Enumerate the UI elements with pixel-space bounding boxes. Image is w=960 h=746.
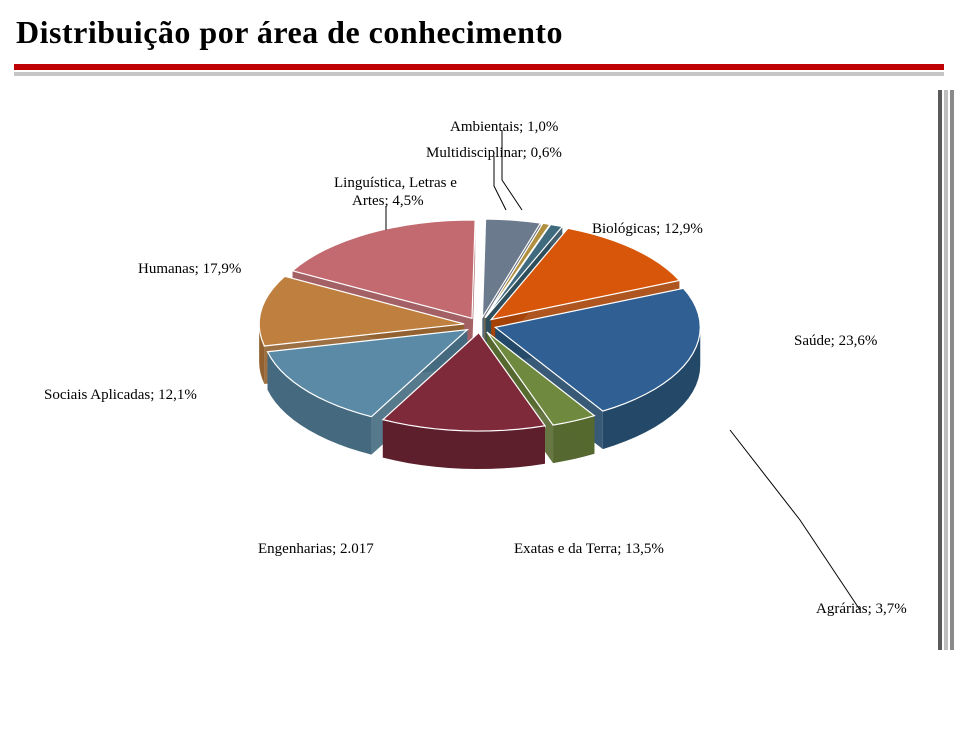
label-humanas: Humanas; 17,9%: [138, 260, 241, 278]
pie-svg: [40, 100, 920, 660]
label-sociais: Sociais Aplicadas; 12,1%: [44, 386, 197, 404]
label-biologicas: Biológicas; 12,9%: [592, 220, 703, 238]
label-multidisciplinar: Multidisciplinar; 0,6%: [426, 144, 562, 162]
label-linguistica_b: Artes; 4,5%: [352, 192, 424, 210]
label-ambientais: Ambientais; 1,0%: [450, 118, 558, 136]
label-agrarias: Agrárias; 3,7%: [816, 600, 907, 618]
leader-agrarias: [730, 430, 860, 610]
page-title: Distribuição por área de conhecimento: [16, 14, 563, 51]
label-engenharias: Engenharias; 2.017: [258, 540, 374, 558]
leader-ambientais: [502, 130, 522, 210]
title-underline: [14, 64, 944, 76]
pie-chart: Biológicas; 12,9% Saúde; 23,6% Agrárias; 3…: [40, 100, 920, 660]
label-linguistica_a: Linguística, Letras e: [334, 174, 457, 192]
label-exatas: Exatas e da Terra; 13,5%: [514, 540, 664, 558]
decorative-right-bars: [938, 90, 956, 650]
label-saude: Saúde; 23,6%: [794, 332, 877, 350]
